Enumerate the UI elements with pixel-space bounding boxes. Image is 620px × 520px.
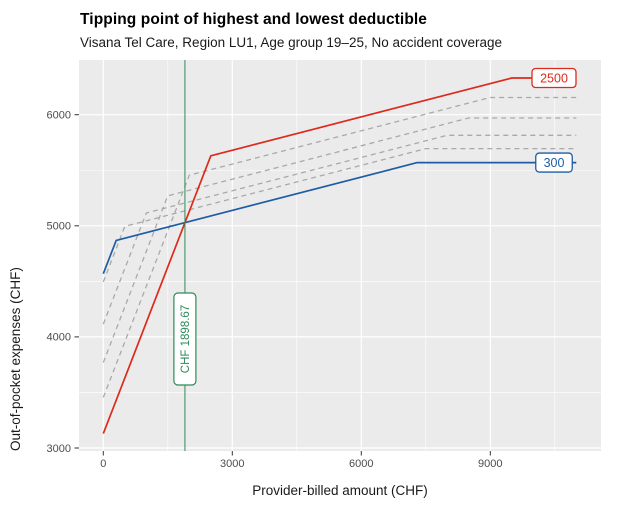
x-tick-label: 0	[100, 458, 106, 470]
y-tick-label: 5000	[47, 221, 71, 233]
x-axis-title: Provider-billed amount (CHF)	[252, 483, 428, 498]
tipping-point-label-box	[173, 292, 197, 386]
series-label-deductible-2500: 2500	[531, 67, 577, 89]
x-tick-label: 9000	[478, 458, 502, 470]
x-tick-label: 3000	[220, 458, 244, 470]
tipping-point-label-text: CHF 1898.67	[180, 305, 192, 373]
series-label-deductible-300: 300	[535, 152, 573, 173]
series-label-box	[535, 152, 573, 173]
line-deductible-1000	[102, 134, 577, 325]
chart-title: Tipping point of highest and lowest dedu…	[80, 11, 428, 28]
line-deductible-1500	[102, 117, 577, 363]
y-tick-label: 4000	[47, 332, 71, 344]
y-tick-label: 3000	[47, 443, 71, 455]
series-label-text: 2500	[540, 72, 568, 86]
plot-panel	[79, 60, 601, 451]
chart-subtitle: Visana Tel Care, Region LU1, Age group 1…	[80, 35, 503, 50]
line-deductible-2000	[102, 96, 577, 398]
series-label-box	[531, 67, 577, 89]
y-tick-label: 6000	[47, 110, 71, 122]
line-deductible-500	[102, 147, 577, 283]
tipping-point-label: CHF 1898.67	[173, 292, 197, 386]
line-deductible-300	[102, 161, 577, 275]
x-tick-label: 6000	[349, 458, 373, 470]
series-label-text: 300	[544, 156, 565, 170]
